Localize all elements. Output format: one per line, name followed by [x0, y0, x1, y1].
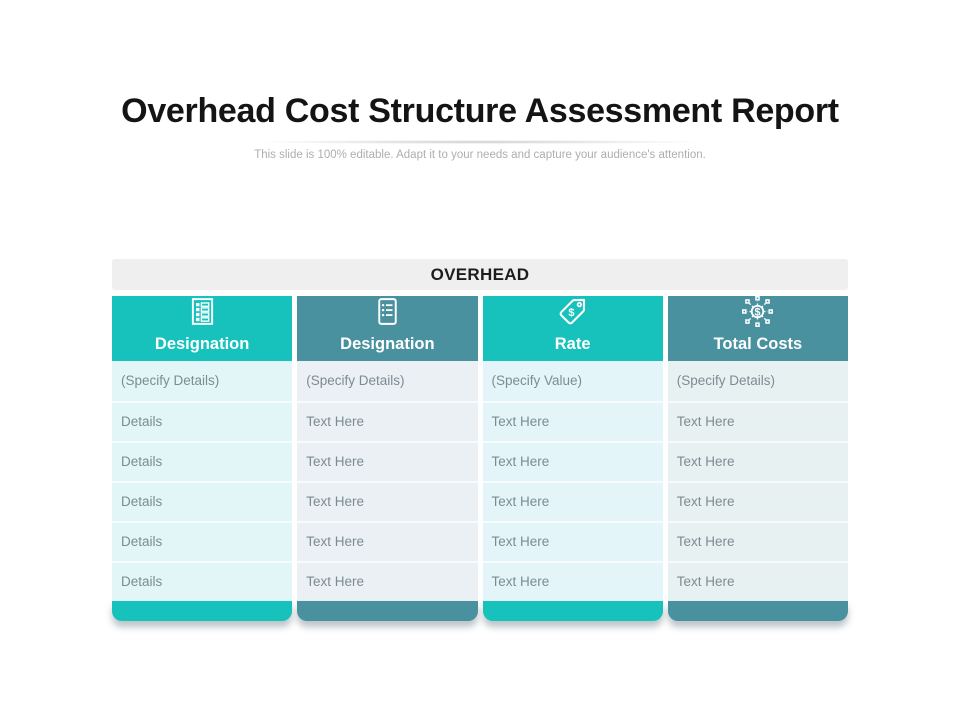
table-cell: (Specify Details) — [306, 373, 405, 388]
table-cell: Text Here — [482, 401, 663, 441]
column-header-label: Total Costs — [713, 335, 803, 353]
table-cell: Details — [112, 561, 293, 601]
table-cell: Text Here — [482, 441, 663, 481]
table-cell: Text Here — [297, 401, 478, 441]
table-cell: Text Here — [482, 481, 663, 521]
table-cell: Text Here — [667, 481, 848, 521]
column-header-label: Rate — [554, 335, 591, 353]
table-cell: Text Here — [482, 561, 663, 601]
table-cell: (Specify Value) — [491, 373, 583, 388]
column-footer-bar — [297, 601, 478, 621]
title-divider — [250, 140, 710, 144]
table-column-rate: $ Rate (Specify Value) Text Here Text He… — [482, 295, 663, 621]
table-column-designation-2: Designation (Specify Details) Text Here … — [297, 295, 478, 621]
table-column-designation-1: Designation (Specify Details) Details De… — [112, 295, 293, 621]
dollar-network-icon: $ — [741, 295, 774, 335]
table-cell: Text Here — [297, 481, 478, 521]
slide-subtitle: This slide is 100% editable. Adapt it to… — [254, 149, 706, 161]
table-cell: Text Here — [667, 561, 848, 601]
table-cell: Text Here — [667, 441, 848, 481]
table-cell: Text Here — [667, 521, 848, 561]
table-columns: Designation (Specify Details) Details De… — [112, 296, 848, 621]
column-header: $ — [667, 295, 848, 361]
column-header: $ Rate — [482, 295, 663, 361]
table-cell: Text Here — [297, 441, 478, 481]
svg-text:$: $ — [568, 307, 574, 319]
table-cell: Details — [112, 441, 293, 481]
column-footer-bar — [482, 601, 663, 621]
column-header-label: Designation — [154, 335, 250, 353]
table-cell: (Specify Details) — [676, 373, 776, 388]
overhead-table: OVERHEAD Designation — [112, 259, 848, 621]
slide-title: Overhead Cost Structure Assessment Repor… — [121, 92, 839, 130]
table-cell: Text Here — [297, 521, 478, 561]
ledger-icon — [186, 295, 219, 335]
checklist-icon — [371, 295, 404, 335]
table-cell: Details — [112, 401, 293, 441]
table-cell: Details — [112, 521, 293, 561]
column-body: (Specify Details) Text Here Text Here Te… — [667, 361, 848, 601]
column-footer-bar — [112, 601, 293, 621]
column-header: Designation — [297, 295, 478, 361]
column-header: Designation — [112, 295, 293, 361]
column-body: (Specify Value) Text Here Text Here Text… — [482, 361, 663, 601]
column-header-label: Designation — [340, 335, 435, 353]
column-body: (Specify Details) Details Details Detail… — [112, 361, 293, 601]
column-body: (Specify Details) Text Here Text Here Te… — [297, 361, 478, 601]
table-cell: Text Here — [482, 521, 663, 561]
table-cell: Text Here — [297, 561, 478, 601]
overhead-banner: OVERHEAD — [112, 259, 848, 290]
price-tag-icon: $ — [556, 295, 589, 335]
svg-text:$: $ — [755, 306, 761, 318]
table-cell: Text Here — [667, 401, 848, 441]
column-footer-bar — [667, 601, 848, 621]
table-column-total-costs: $ — [667, 295, 848, 621]
table-cell: Details — [112, 481, 293, 521]
table-cell: (Specify Details) — [121, 373, 220, 388]
